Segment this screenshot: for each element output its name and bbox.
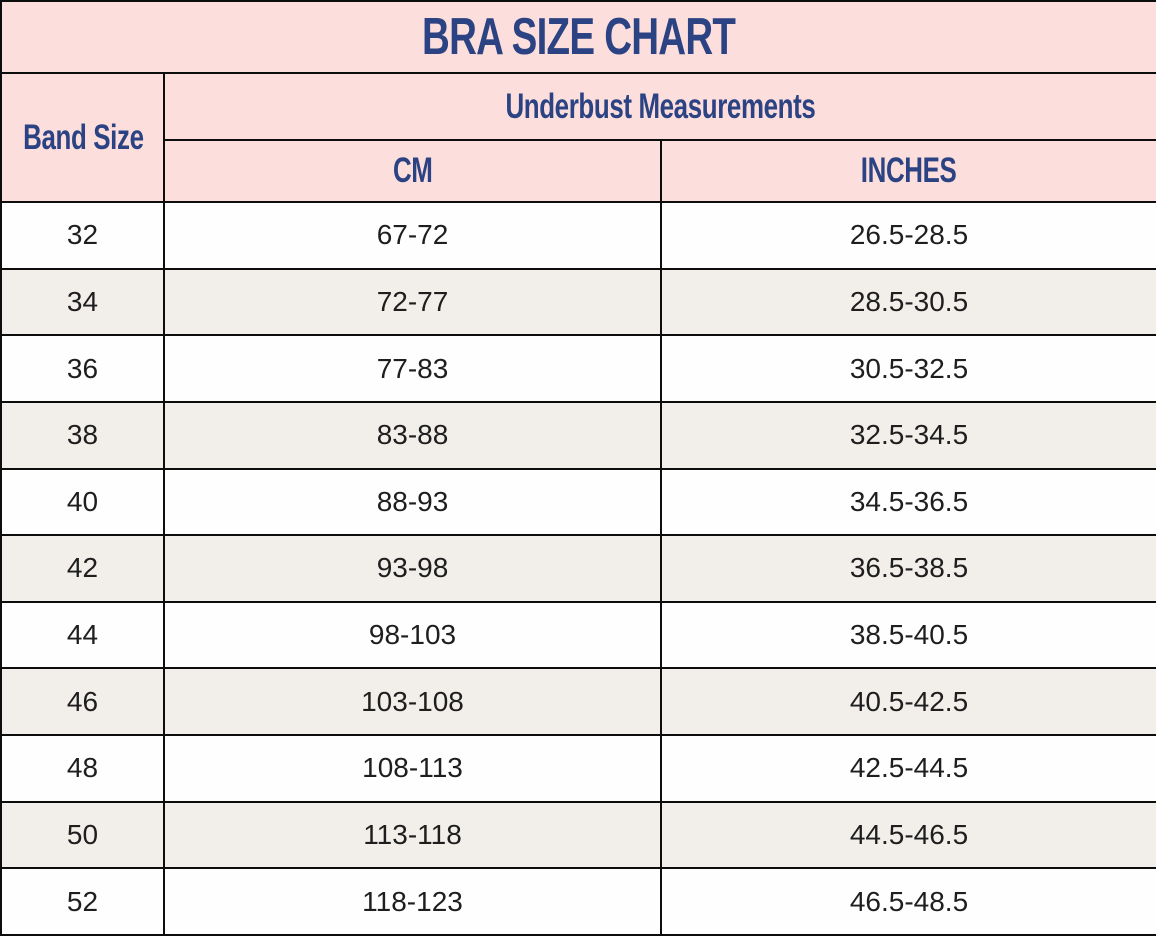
inches-cell: 42.5-44.5 <box>659 734 1156 803</box>
header-group-row: Band Size Underbust Measurements <box>0 72 1156 203</box>
band-size-header: Band Size <box>0 72 165 203</box>
band-size-header-label: Band Size <box>23 117 144 157</box>
inches-cell: 44.5-46.5 <box>659 800 1156 870</box>
cm-cell: 88-93 <box>163 467 662 537</box>
inches-cell: 34.5-36.5 <box>659 467 1156 537</box>
band-size-cell: 38 <box>0 400 165 470</box>
table-row: 40 88-93 34.5-36.5 <box>0 467 1156 537</box>
table-row: 52 118-123 46.5-48.5 <box>0 867 1156 936</box>
table-row: 46 103-108 40.5-42.5 <box>0 667 1156 736</box>
cm-cell: 98-103 <box>163 600 662 670</box>
band-size-cell: 52 <box>0 867 165 936</box>
cm-cell: 83-88 <box>163 400 662 470</box>
inches-cell: 46.5-48.5 <box>659 867 1156 936</box>
table-row: 48 108-113 42.5-44.5 <box>0 734 1156 803</box>
table-row: 32 67-72 26.5-28.5 <box>0 201 1156 270</box>
cm-header: CM <box>163 139 662 203</box>
underbust-header: Underbust Measurements <box>162 72 1156 141</box>
inches-cell: 38.5-40.5 <box>659 600 1156 670</box>
cm-cell: 103-108 <box>163 667 662 736</box>
cm-cell: 118-123 <box>163 867 662 936</box>
inches-header: INCHES <box>659 139 1156 203</box>
band-size-cell: 44 <box>0 600 165 670</box>
band-size-cell: 34 <box>0 267 165 337</box>
cm-cell: 77-83 <box>163 334 662 403</box>
table-row: 44 98-103 38.5-40.5 <box>0 600 1156 670</box>
cm-header-label: CM <box>392 151 433 190</box>
inches-cell: 26.5-28.5 <box>659 201 1156 270</box>
table-row: 42 93-98 36.5-38.5 <box>0 534 1156 603</box>
band-size-cell: 40 <box>0 467 165 537</box>
inches-cell: 36.5-38.5 <box>659 534 1156 603</box>
inches-cell: 28.5-30.5 <box>659 267 1156 337</box>
cm-cell: 93-98 <box>163 534 662 603</box>
page-title: BRA SIZE CHART <box>422 8 736 66</box>
inches-cell: 30.5-32.5 <box>659 334 1156 403</box>
table-row: 34 72-77 28.5-30.5 <box>0 267 1156 337</box>
cm-cell: 72-77 <box>163 267 662 337</box>
band-size-cell: 42 <box>0 534 165 603</box>
cm-cell: 67-72 <box>163 201 662 270</box>
table-row: 50 113-118 44.5-46.5 <box>0 800 1156 870</box>
band-size-cell: 46 <box>0 667 165 736</box>
header-subhead-row: CM INCHES <box>1 139 1156 203</box>
underbust-header-label: Underbust Measurements <box>505 86 816 126</box>
inches-cell: 40.5-42.5 <box>659 667 1156 736</box>
cm-cell: 113-118 <box>163 800 662 870</box>
cm-cell: 108-113 <box>163 734 662 803</box>
table-row: 38 83-88 32.5-34.5 <box>0 400 1156 470</box>
chart-title-cell: BRA SIZE CHART <box>0 0 1156 74</box>
table-row: 36 77-83 30.5-32.5 <box>0 334 1156 403</box>
inches-header-label: INCHES <box>861 151 957 190</box>
band-size-cell: 36 <box>0 334 165 403</box>
band-size-cell: 50 <box>0 800 165 870</box>
title-row: BRA SIZE CHART <box>0 0 1156 74</box>
band-size-cell: 48 <box>0 734 165 803</box>
band-size-cell: 32 <box>0 201 165 270</box>
inches-cell: 32.5-34.5 <box>659 400 1156 470</box>
